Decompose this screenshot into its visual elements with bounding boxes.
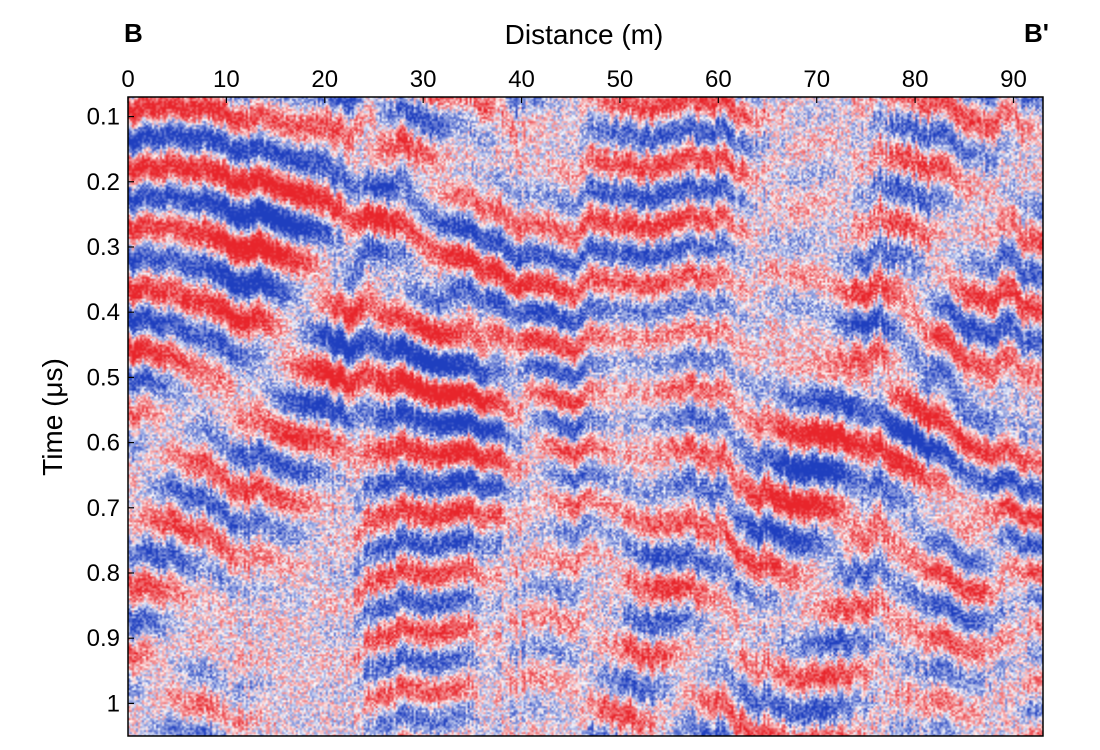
x-tick-label: 50 — [607, 66, 634, 93]
x-tick-label: 30 — [410, 66, 437, 93]
y-tick-label: 0.6 — [87, 430, 120, 457]
y-tick-label: 0.4 — [87, 299, 120, 326]
y-tick-label: 0.3 — [87, 234, 120, 261]
y-tick-label: 0.1 — [87, 104, 120, 131]
x-tick-label: 80 — [902, 66, 929, 93]
x-tick-label: 20 — [311, 66, 338, 93]
y-tick-label: 0.8 — [87, 560, 120, 587]
y-tick-label: 0.5 — [87, 364, 120, 391]
x-axis: 0 10 20 30 40 50 60 70 80 90 — [121, 66, 1027, 103]
section-start-label: B — [124, 18, 143, 48]
x-tick-label: 40 — [508, 66, 535, 93]
y-axis-title: Time (μs) — [37, 358, 68, 476]
plot-area — [127, 96, 1044, 737]
x-tick-label: 70 — [803, 66, 830, 93]
x-tick-label: 60 — [705, 66, 732, 93]
y-tick-label: 1 — [107, 690, 120, 717]
amplitude-heatmap — [128, 97, 1043, 736]
plot-frame — [127, 96, 1044, 737]
x-tick-label: 10 — [213, 66, 240, 93]
y-tick-label: 0.7 — [87, 495, 120, 522]
y-tick-label: 0.9 — [87, 625, 120, 652]
x-axis-title: Distance (m) — [505, 19, 664, 50]
y-tick-label: 0.2 — [87, 169, 120, 196]
x-tick-label: 90 — [1000, 66, 1027, 93]
section-end-label: B' — [1024, 18, 1049, 48]
x-tick-label: 0 — [121, 66, 134, 93]
y-axis: 0.1 0.2 0.3 0.4 0.5 0.6 0.7 0.8 0.9 1 — [87, 104, 134, 717]
